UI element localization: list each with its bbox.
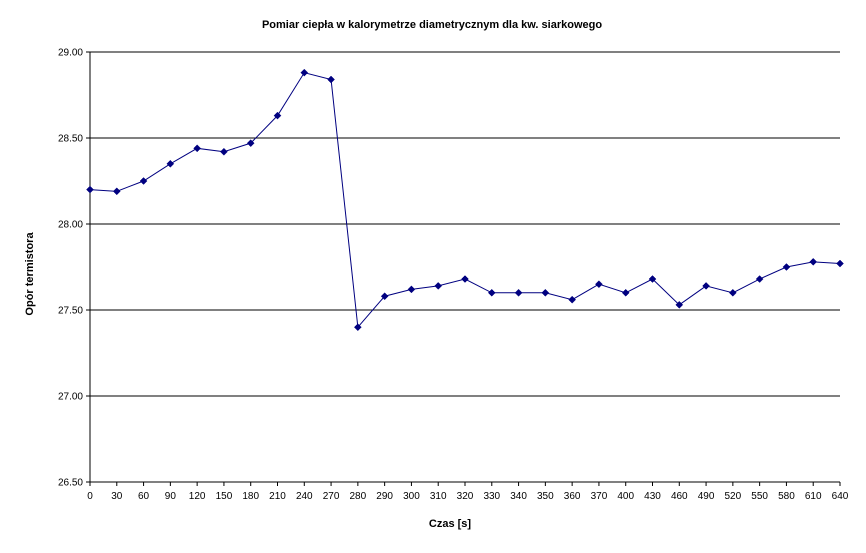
x-tick-label: 640 xyxy=(832,491,849,502)
x-tick-label: 310 xyxy=(430,491,447,502)
data-point xyxy=(139,177,148,185)
y-tick-label: 28.50 xyxy=(58,134,83,145)
x-tick-label: 610 xyxy=(805,491,822,502)
x-tick-label: 320 xyxy=(457,491,474,502)
y-tick-label: 27.00 xyxy=(58,392,83,403)
x-tick-label: 210 xyxy=(269,491,286,502)
x-axis-label: Czas [s] xyxy=(429,518,472,530)
x-tick-label: 280 xyxy=(350,491,367,502)
x-tick-label: 350 xyxy=(537,491,554,502)
x-tick-label: 180 xyxy=(242,491,259,502)
y-tick-label: 28.00 xyxy=(58,220,83,231)
x-tick-label: 340 xyxy=(510,491,527,502)
data-point xyxy=(621,288,630,297)
data-point xyxy=(514,288,523,297)
grid-layer xyxy=(90,51,840,397)
x-tick-label: 240 xyxy=(296,491,313,502)
data-point xyxy=(434,282,443,290)
axis-layer xyxy=(89,52,840,483)
x-tick-label: 300 xyxy=(403,491,420,502)
y-axis-label: Opór termistora xyxy=(24,232,36,316)
x-tick-label: 0 xyxy=(87,491,93,502)
y-tick-label: 29.00 xyxy=(58,48,83,59)
chart-title: Pomiar ciepła w kalorymetrze diametryczn… xyxy=(262,19,602,31)
data-point xyxy=(461,275,469,283)
x-tick-label: 330 xyxy=(483,491,500,502)
data-point xyxy=(407,285,416,294)
x-tick-label: 430 xyxy=(644,491,661,502)
data-point xyxy=(836,259,844,268)
data-point xyxy=(782,263,791,271)
tick-layer: 26.50 27.00 27.50 28.00 28.50 29.00 0 30 60 90 120… xyxy=(58,48,849,503)
x-tick-label: 270 xyxy=(323,491,340,502)
data-point xyxy=(568,295,576,304)
data-point xyxy=(300,68,309,77)
data-point xyxy=(541,288,550,297)
y-tick-label: 26.50 xyxy=(58,478,83,489)
x-tick-label: 580 xyxy=(778,491,795,502)
data-point xyxy=(354,323,362,332)
data-point xyxy=(702,282,710,290)
data-point xyxy=(193,144,201,153)
x-tick-label: 370 xyxy=(591,491,608,502)
data-point xyxy=(487,288,496,297)
x-tick-label: 120 xyxy=(189,491,206,502)
data-point xyxy=(809,257,818,266)
x-tick-label: 460 xyxy=(671,491,688,502)
data-point xyxy=(755,275,764,283)
data-point xyxy=(380,292,389,301)
data-point xyxy=(220,147,228,156)
x-tick-label: 490 xyxy=(698,491,715,502)
y-tick-label: 27.50 xyxy=(58,306,83,317)
data-point xyxy=(675,300,684,309)
x-tick-label: 400 xyxy=(617,491,634,502)
data-point xyxy=(595,280,603,289)
x-tick-label: 290 xyxy=(376,491,393,502)
data-point xyxy=(166,159,175,168)
data-point xyxy=(273,111,282,120)
series-line xyxy=(89,72,841,329)
data-point xyxy=(327,75,335,84)
data-point xyxy=(112,187,121,196)
x-tick-label: 520 xyxy=(725,491,742,502)
data-point xyxy=(648,275,657,283)
data-point xyxy=(246,139,255,148)
x-tick-label: 360 xyxy=(564,491,581,502)
x-tick-label: 90 xyxy=(165,491,177,502)
x-tick-label: 30 xyxy=(111,491,123,502)
data-point xyxy=(86,185,94,194)
series-layer xyxy=(86,68,844,332)
x-tick-label: 60 xyxy=(138,491,150,502)
x-tick-label: 150 xyxy=(216,491,233,502)
data-point xyxy=(729,288,737,297)
x-tick-label: 550 xyxy=(751,491,768,502)
